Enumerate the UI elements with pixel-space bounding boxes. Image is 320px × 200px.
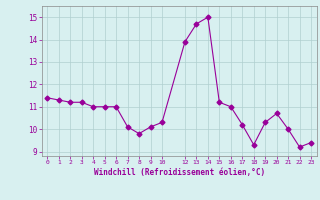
X-axis label: Windchill (Refroidissement éolien,°C): Windchill (Refroidissement éolien,°C)	[94, 168, 265, 177]
